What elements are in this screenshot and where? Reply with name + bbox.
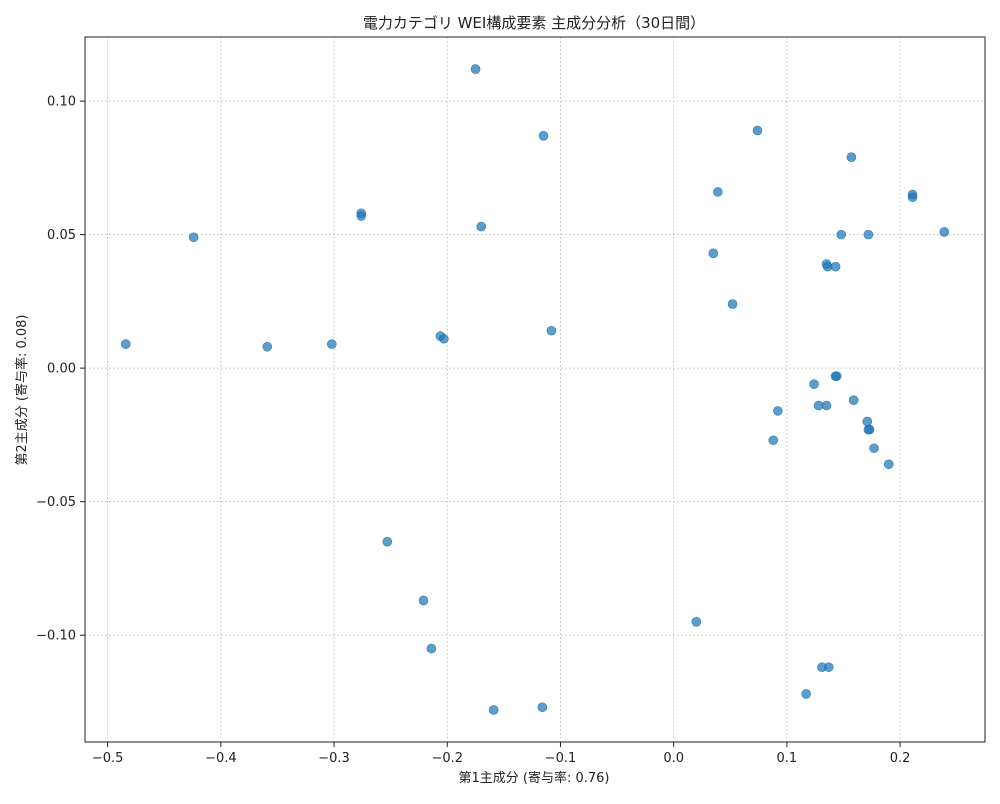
scatter-point <box>426 643 437 654</box>
scatter-point <box>488 705 499 715</box>
scatter-point <box>863 229 874 240</box>
scatter-point <box>476 221 487 232</box>
scatter-point <box>356 211 367 221</box>
ticks-layer: −0.5 −0.4 −0.3 −0.2 −0.1 0.0 0.1 0.2 −0.10 −0.05 0… <box>36 95 910 766</box>
scatter-point <box>773 406 783 416</box>
scatter-point <box>809 379 819 389</box>
scatter-point <box>768 435 779 446</box>
scatter-point <box>830 261 841 272</box>
scatter-point <box>691 617 702 627</box>
scatter-point <box>836 229 847 240</box>
x-axis-label: 第1主成分 (寄与率: 0.76) <box>458 770 609 786</box>
y-axis-label: 第2主成分 (寄与率: 0.08) <box>14 314 30 465</box>
y-tick-label: 0.00 <box>47 362 76 377</box>
scatter-point <box>713 187 723 197</box>
scatter-point <box>864 424 875 435</box>
grid-layer <box>85 37 985 742</box>
scatter-point <box>727 299 738 309</box>
scatter-point <box>801 689 811 699</box>
scatter-point <box>538 131 549 141</box>
scatter-point <box>188 232 199 243</box>
scatter-point <box>821 400 832 411</box>
chart-title: 電力カテゴリ WEI構成要素 主成分分析（30日間） <box>363 14 705 32</box>
points-layer <box>120 64 950 715</box>
x-tick-label: −0.5 <box>92 751 124 766</box>
y-tick-label: 0.10 <box>47 95 76 110</box>
scatter-point <box>262 341 273 352</box>
scatter-point <box>883 459 894 470</box>
scatter-point <box>546 325 557 336</box>
scatter-point <box>537 702 548 713</box>
x-tick-label: 0.0 <box>663 751 684 766</box>
scatter-point <box>439 333 449 344</box>
scatter-point <box>907 189 918 200</box>
x-tick-label: −0.1 <box>545 751 577 766</box>
y-tick-label: 0.05 <box>47 228 76 243</box>
scatter-point <box>831 371 842 381</box>
scatter-point <box>823 662 834 673</box>
y-tick-label: −0.05 <box>36 495 76 510</box>
plot-frame <box>84 36 986 743</box>
scatter-point <box>848 395 859 405</box>
scatter-point <box>382 536 393 547</box>
x-tick-label: −0.3 <box>318 751 350 766</box>
scatter-point <box>752 125 763 136</box>
scatter-point <box>418 595 429 606</box>
x-tick-label: 0.1 <box>777 751 798 766</box>
scatter-point <box>862 416 873 427</box>
scatter-point <box>708 248 719 259</box>
x-tick-label: −0.2 <box>431 751 463 766</box>
y-tick-label: −0.10 <box>36 629 76 644</box>
x-tick-label: −0.4 <box>205 751 237 766</box>
scatter-point <box>846 152 857 162</box>
scatter-point <box>939 227 950 237</box>
scatter-point <box>470 64 481 74</box>
x-tick-label: 0.2 <box>890 751 911 766</box>
scatter-point <box>869 443 879 454</box>
scatter-point <box>120 339 131 349</box>
scatter-point <box>326 339 337 349</box>
